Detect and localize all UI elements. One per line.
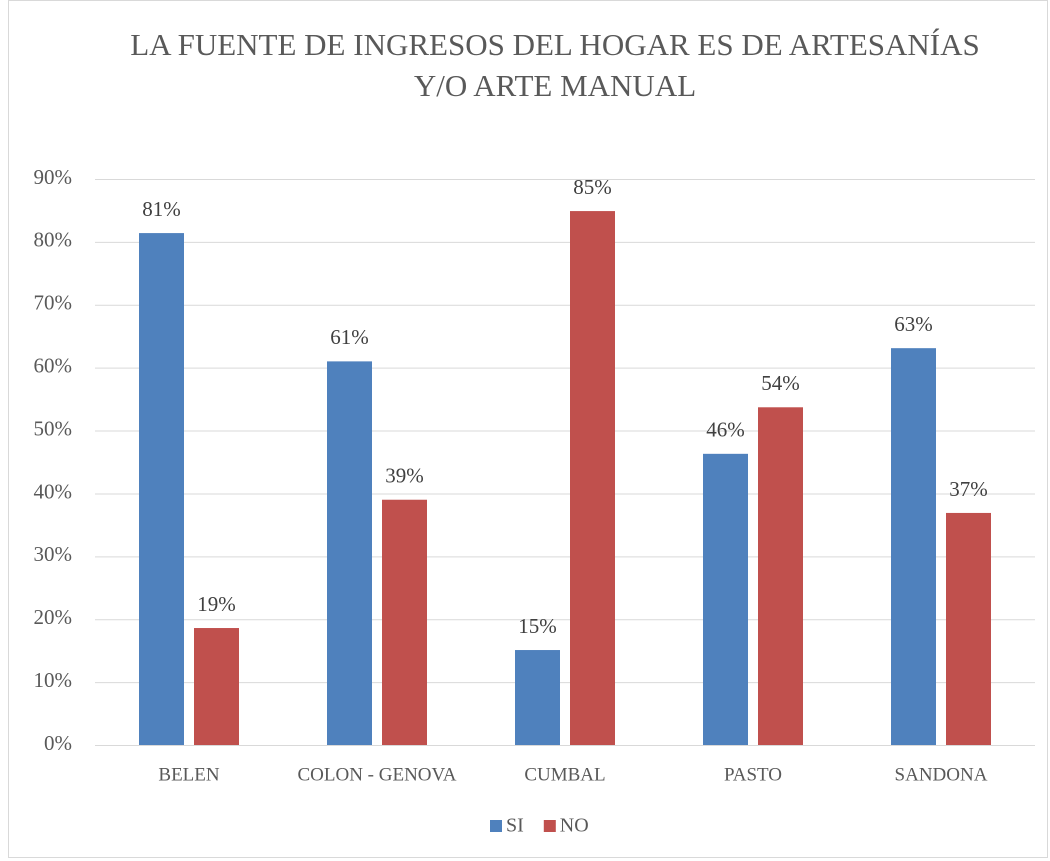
data-label: 46%	[706, 418, 745, 442]
bar	[327, 361, 372, 745]
legend-swatch	[490, 820, 502, 832]
bar	[758, 407, 803, 745]
y-tick-label: 80%	[34, 228, 73, 252]
legend-swatch	[543, 820, 556, 832]
data-label: 63%	[894, 312, 933, 336]
y-tick-label: 10%	[34, 668, 73, 692]
data-label: 85%	[573, 175, 612, 199]
bar	[703, 453, 748, 745]
y-tick-label: 40%	[34, 479, 73, 503]
x-tick-label: COLON - GENOVA	[297, 764, 456, 785]
y-tick-label: 90%	[34, 165, 73, 189]
bar	[515, 650, 560, 745]
bar	[194, 628, 239, 745]
chart-title: Y/O ARTE MANUAL	[414, 68, 696, 103]
bar	[891, 348, 936, 745]
legend-label: SI	[506, 815, 524, 837]
y-tick-label: 70%	[34, 291, 73, 315]
x-tick-label: BELEN	[158, 764, 219, 785]
data-label: 15%	[518, 614, 557, 638]
data-label: 81%	[142, 197, 181, 221]
data-label: 39%	[385, 464, 424, 488]
bar	[946, 512, 991, 745]
x-tick-label: PASTO	[724, 764, 782, 785]
bar	[570, 211, 615, 745]
bar	[139, 233, 184, 745]
data-label: 37%	[949, 477, 988, 501]
y-tick-label: 50%	[34, 416, 73, 440]
data-label: 54%	[761, 371, 800, 395]
data-label: 61%	[330, 325, 369, 349]
x-tick-label: CUMBAL	[524, 764, 605, 785]
x-tick-label: SANDONA	[895, 764, 988, 785]
chart-title: LA FUENTE DE INGRESOS DEL HOGAR ES DE AR…	[130, 27, 980, 62]
y-tick-label: 30%	[34, 542, 73, 566]
y-tick-label: 20%	[34, 605, 73, 629]
bar	[382, 499, 427, 745]
data-label: 19%	[197, 592, 236, 616]
y-tick-label: 0%	[44, 731, 72, 755]
legend-label: NO	[560, 815, 589, 837]
y-tick-label: 60%	[34, 353, 73, 377]
